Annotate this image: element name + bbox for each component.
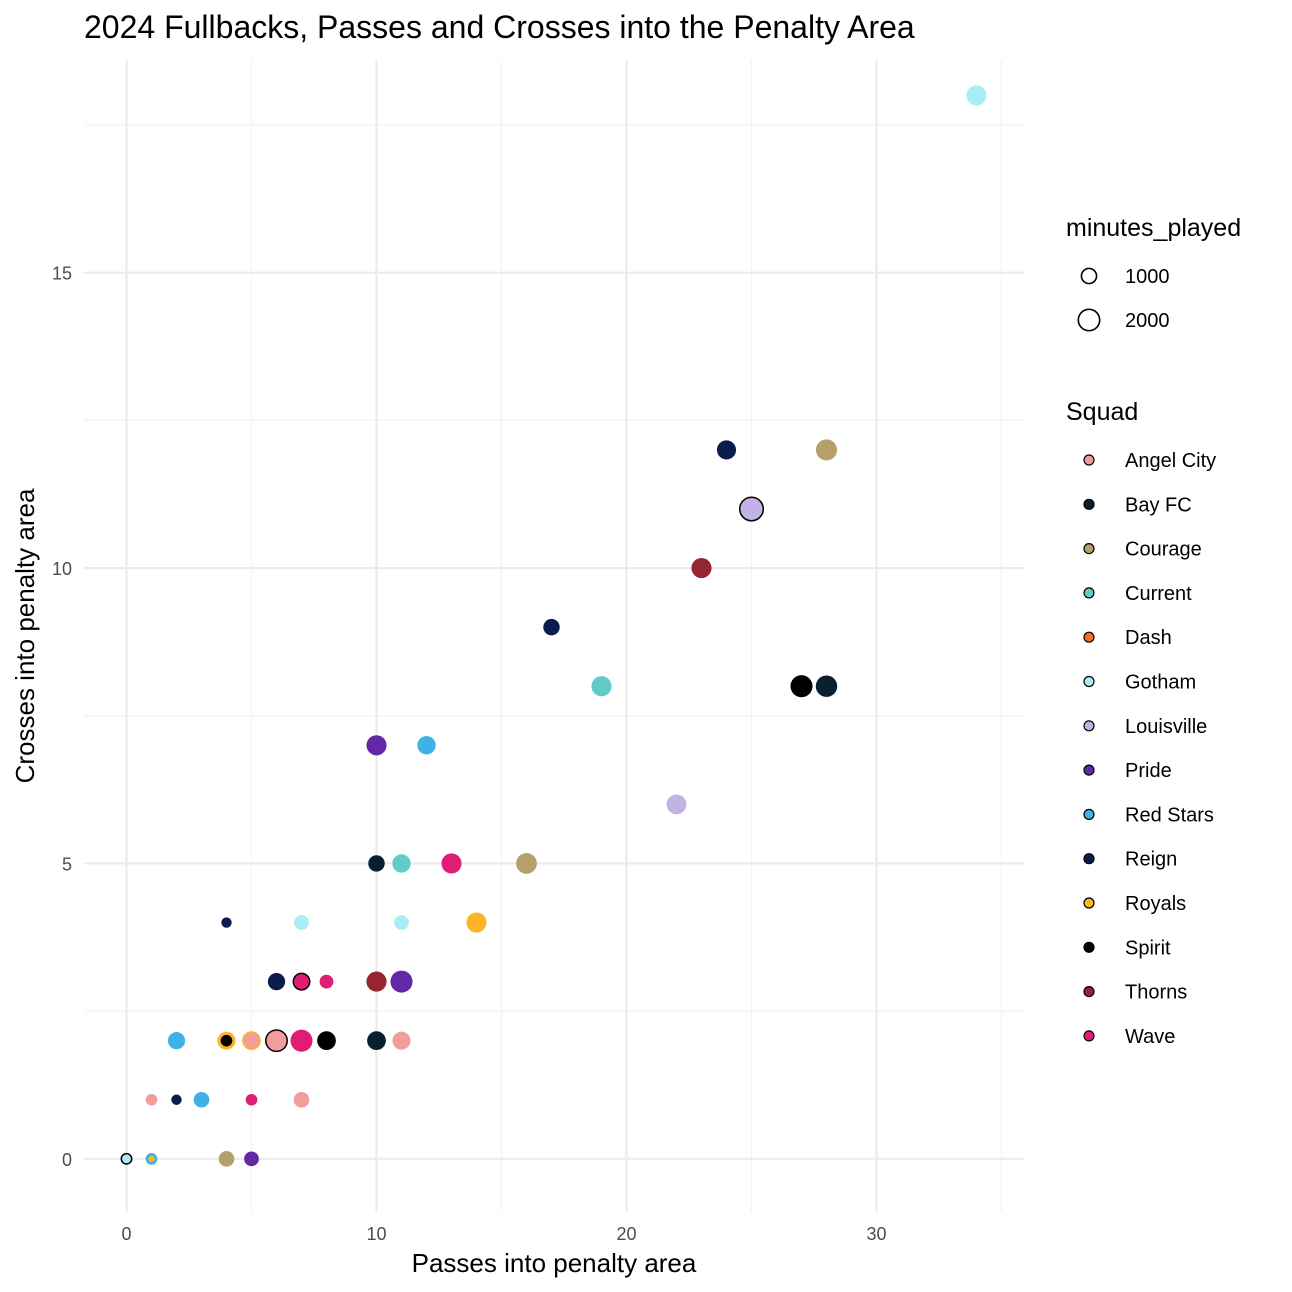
y-tick-label: 15 xyxy=(52,264,72,284)
data-point-pride xyxy=(366,735,387,756)
data-point-angel-city xyxy=(392,1031,411,1050)
data-point-spirit xyxy=(790,675,813,698)
chart-title: 2024 Fullbacks, Passes and Crosses into … xyxy=(84,9,915,45)
data-point-courage xyxy=(516,853,537,874)
color-legend-key xyxy=(1083,542,1095,555)
data-point-wave xyxy=(319,974,334,989)
y-tick-label: 0 xyxy=(62,1150,72,1170)
color-legend-key xyxy=(1083,631,1095,643)
data-point-angel-city xyxy=(293,1091,310,1108)
color-legend-key xyxy=(1083,1030,1095,1042)
data-point-louisville xyxy=(738,496,765,522)
data-point-bay-fc xyxy=(367,1031,386,1051)
y-tick-label: 10 xyxy=(52,559,72,579)
size-legend-label: 1000 xyxy=(1125,266,1170,288)
color-legend-label: Red Stars xyxy=(1125,804,1214,826)
data-point-reign xyxy=(716,440,737,460)
axis-ticks: 0 10 20 30 0 5 10 15 xyxy=(52,264,887,1244)
color-legend-key xyxy=(1083,985,1095,998)
color-legend-key xyxy=(1083,454,1095,466)
data-point-wave xyxy=(290,1029,313,1052)
data-point-bay-fc xyxy=(815,675,838,697)
size-legend-key xyxy=(1077,308,1101,332)
data-point-wave xyxy=(441,853,462,874)
data-point-thorns xyxy=(366,971,387,992)
data-point-current xyxy=(392,854,411,873)
color-legend-key xyxy=(1083,498,1095,510)
color-legend-label: Dash xyxy=(1125,627,1172,649)
color-legend-key xyxy=(1083,897,1095,909)
size-legend-title: minutes_played xyxy=(1066,214,1241,242)
data-point-current xyxy=(591,676,612,697)
color-legend-key xyxy=(1083,808,1095,821)
color-legend-label: Louisville xyxy=(1125,716,1207,738)
color-legend-label: Royals xyxy=(1125,893,1186,915)
color-legend-label: Bay FC xyxy=(1125,494,1192,516)
data-point-red-stars xyxy=(417,736,436,755)
color-legend-key xyxy=(1083,853,1095,865)
size-legend-key xyxy=(1080,267,1098,285)
data-point-louisville xyxy=(666,794,687,815)
x-tick-label: 30 xyxy=(866,1224,886,1244)
legend: minutes_played Squad 1000 2000 Angel City B… xyxy=(1066,214,1241,1048)
data-point-thorns xyxy=(691,557,712,579)
data-point-red-stars xyxy=(167,1032,186,1050)
data-point-angel-city xyxy=(243,1032,260,1049)
data-point-reign xyxy=(221,917,232,928)
y-tick-label: 5 xyxy=(62,854,72,874)
data-point-gotham xyxy=(120,1152,133,1165)
data-point-pride xyxy=(244,1151,259,1167)
x-tick-label: 10 xyxy=(366,1224,386,1244)
data-points xyxy=(120,85,987,1167)
x-axis-title: Passes into penalty area xyxy=(412,1248,697,1278)
color-legend-key xyxy=(1083,587,1095,599)
y-axis-title: Crosses into penalty area xyxy=(10,488,40,783)
data-point-gotham xyxy=(294,915,309,930)
data-point-bay-fc xyxy=(368,855,385,872)
color-legend-title: Squad xyxy=(1066,398,1138,426)
color-legend-key xyxy=(1083,675,1095,688)
color-legend-key xyxy=(1083,720,1095,732)
data-point-reign xyxy=(543,618,560,636)
data-point-courage xyxy=(815,439,838,461)
data-point-angel-city xyxy=(265,1029,288,1053)
data-point-royals xyxy=(466,912,487,933)
color-legend-label: Angel City xyxy=(1125,450,1216,472)
color-legend-label: Courage xyxy=(1125,539,1202,561)
data-point-red-stars xyxy=(193,1091,210,1108)
color-legend-key xyxy=(1083,941,1095,953)
color-legend-label: Gotham xyxy=(1125,672,1196,694)
color-legend-label: Current xyxy=(1125,583,1192,605)
data-point-angel-city xyxy=(145,1093,158,1106)
data-point-wave xyxy=(292,972,311,991)
data-point-wave xyxy=(245,1093,258,1106)
data-point-reign xyxy=(171,1094,182,1105)
color-legend-label: Pride xyxy=(1125,760,1172,782)
data-point-spirit xyxy=(220,1034,233,1047)
data-point-gotham xyxy=(394,915,409,930)
color-legend-label: Thorns xyxy=(1125,982,1187,1004)
x-tick-label: 20 xyxy=(616,1224,636,1244)
color-legend-label: Spirit xyxy=(1125,937,1171,959)
data-point-courage xyxy=(218,1151,235,1167)
data-point-reign xyxy=(267,972,286,991)
data-point-spirit xyxy=(317,1031,336,1051)
color-legend-key xyxy=(1083,764,1095,776)
data-point-royals xyxy=(148,1155,155,1163)
grid-lines xyxy=(84,60,1024,1212)
x-tick-label: 0 xyxy=(121,1224,131,1244)
size-legend-label: 2000 xyxy=(1125,310,1170,332)
data-point-pride xyxy=(390,970,413,993)
color-legend-label: Wave xyxy=(1125,1026,1175,1048)
data-point-gotham xyxy=(966,85,987,106)
color-legend-label: Reign xyxy=(1125,849,1177,871)
